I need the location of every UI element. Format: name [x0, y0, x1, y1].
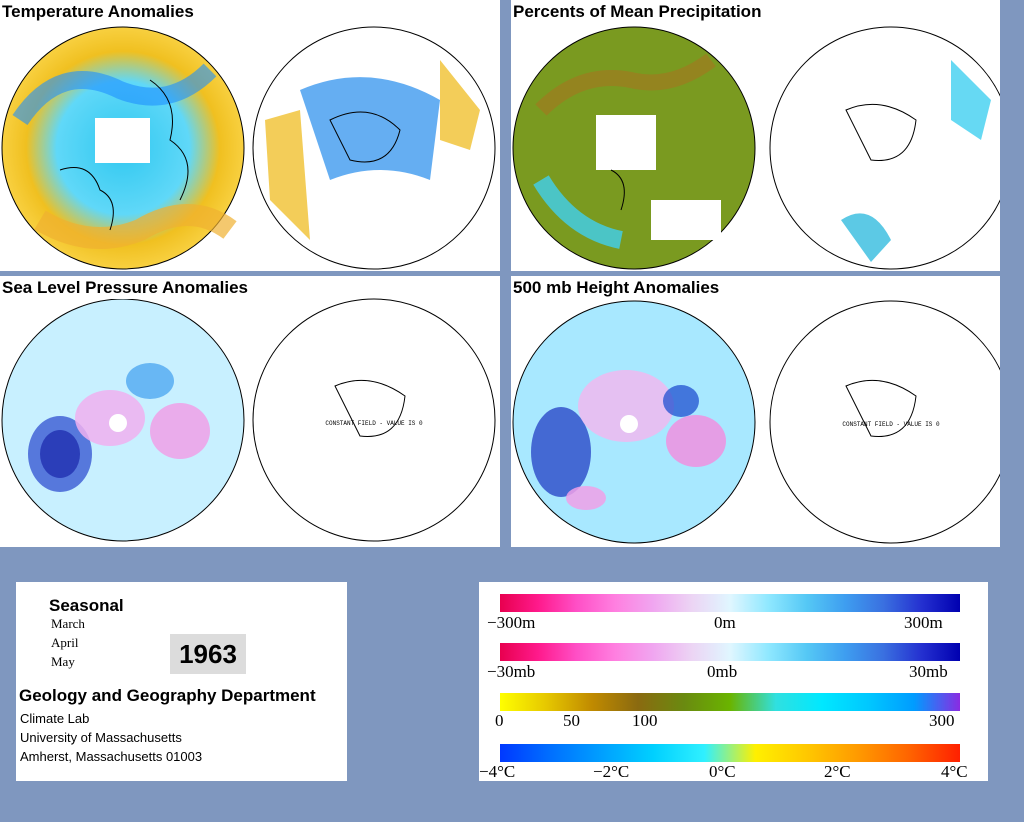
precip-globe-south — [769, 26, 1000, 270]
month-1: March — [51, 616, 85, 631]
info-box: Seasonal March April May 1963 Geology an… — [16, 582, 347, 781]
precip-colorbar — [500, 693, 960, 711]
slp-globe-south — [252, 298, 496, 542]
temperature-title: Temperature Anomalies — [0, 0, 197, 23]
precipitation-maps — [512, 26, 1000, 270]
year-badge: 1963 — [170, 634, 246, 674]
address-line-2: University of Massachusetts — [20, 730, 182, 745]
precip-label-100: 100 — [632, 711, 658, 730]
temp-label-4: 4°C — [941, 762, 968, 781]
pressure-min-label: −30mb — [487, 662, 536, 681]
slp-constant-label: CONSTANT FIELD - VALUE IS 0 — [325, 420, 423, 427]
month-2: April — [51, 635, 79, 650]
pressure-max-label: 30mb — [909, 662, 948, 681]
legend-box: −300m 0m 300m −30mb 0mb 30mb 0 50 100 30… — [479, 582, 988, 781]
precipitation-title: Percents of Mean Precipitation — [511, 0, 765, 23]
period-label: Seasonal — [49, 596, 124, 615]
height-globe-south — [769, 300, 1000, 544]
temp-label-0: −4°C — [479, 762, 516, 781]
address-line-1: Climate Lab — [20, 711, 90, 726]
pressure-mid-label: 0mb — [707, 662, 738, 681]
temp-label-2: 0°C — [709, 762, 736, 781]
slp-title: Sea Level Pressure Anomalies — [0, 276, 252, 299]
precip-label-300: 300 — [929, 711, 955, 730]
temperature-maps — [1, 26, 496, 270]
precip-label-0: 0 — [495, 711, 504, 730]
height500-maps: CONSTANT FIELD - VALUE IS 0 — [512, 300, 1000, 544]
slp-panel: CONSTANT FIELD - VALUE IS 0 Sea Level Pr… — [0, 276, 500, 547]
height-min-label: −300m — [487, 613, 536, 632]
height-mid-label: 0m — [714, 613, 736, 632]
slp-maps: CONSTANT FIELD - VALUE IS 0 — [1, 298, 496, 542]
height-constant-label: CONSTANT FIELD - VALUE IS 0 — [842, 421, 940, 428]
height-colorbar — [500, 594, 960, 612]
month-3: May — [51, 654, 75, 669]
precip-label-50: 50 — [563, 711, 580, 730]
temp-colorbar — [500, 744, 960, 762]
address-line-3: Amherst, Massachusetts 01003 — [20, 749, 203, 764]
pressure-colorbar — [500, 643, 960, 661]
height500-panel: CONSTANT FIELD - VALUE IS 0 500 mb Heigh… — [511, 276, 1000, 547]
height-max-label: 300m — [904, 613, 943, 632]
temperature-panel: Temperature Anomalies — [0, 0, 500, 271]
precipitation-panel: Percents of Mean Precipitation — [511, 0, 1000, 271]
temp-label-1: −2°C — [593, 762, 630, 781]
height500-title: 500 mb Height Anomalies — [511, 276, 723, 299]
department-name: Geology and Geography Department — [19, 686, 316, 705]
temp-label-3: 2°C — [824, 762, 851, 781]
